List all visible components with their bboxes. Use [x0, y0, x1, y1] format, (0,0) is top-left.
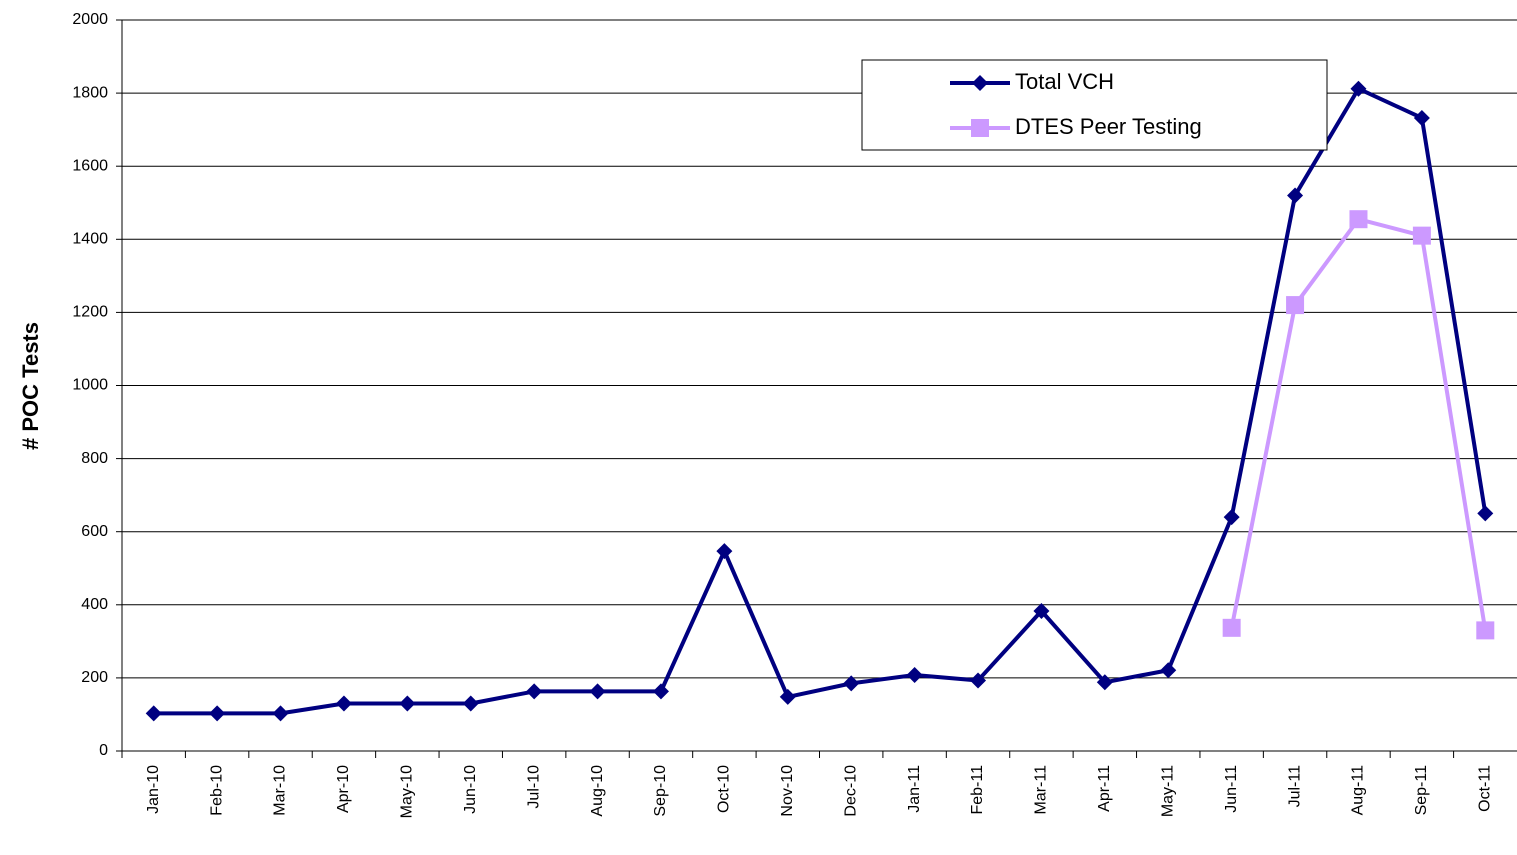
y-tick-label: 800	[81, 450, 108, 467]
x-tick-label: Feb-10	[208, 765, 225, 816]
point	[652, 683, 669, 700]
x-tick-label: Sep-11	[1413, 765, 1430, 816]
legend	[861, 59, 1328, 151]
x-tick-label: Jul-10	[525, 765, 542, 809]
x-tick-label: Dec-10	[842, 765, 859, 817]
x-tick-label: Apr-11	[1096, 765, 1113, 812]
point	[1286, 296, 1305, 315]
point	[1350, 80, 1367, 97]
point	[1413, 109, 1430, 126]
point	[145, 705, 162, 722]
point	[589, 683, 606, 700]
x-tick-label: Mar-11	[1033, 765, 1050, 815]
point	[1476, 621, 1495, 640]
legend-marker	[971, 119, 989, 137]
point	[1222, 618, 1241, 637]
point	[1096, 674, 1113, 691]
y-tick-label: 1800	[72, 84, 108, 101]
point	[906, 666, 923, 683]
point	[1033, 603, 1050, 620]
y-axis-title: # POC Tests	[18, 322, 43, 450]
legend-marker	[972, 75, 988, 91]
x-tick-label: Sep-10	[652, 765, 669, 817]
point	[716, 543, 733, 560]
point	[462, 695, 479, 712]
x-tick-label: Oct-10	[716, 765, 733, 813]
x-tick-label: Mar-10	[272, 765, 289, 816]
x-tick-label: Nov-10	[779, 765, 796, 817]
x-tick-label: Feb-11	[969, 765, 986, 815]
point	[272, 705, 289, 722]
x-tick-label: Oct-11	[1477, 765, 1494, 812]
point	[843, 675, 860, 692]
point	[1412, 226, 1431, 245]
x-tick-label: Jun-11	[1223, 765, 1240, 813]
y-tick-label: 1200	[72, 304, 108, 321]
point	[399, 695, 416, 712]
point	[970, 672, 987, 689]
x-tick-label: Jan-11	[906, 765, 923, 813]
y-tick-label: 2000	[72, 11, 108, 28]
legend-label: DTES Peer Testing	[1015, 114, 1202, 139]
x-tick-label: May-10	[399, 765, 416, 818]
point	[1223, 509, 1240, 526]
series-line	[153, 86, 1488, 716]
y-tick-label: 200	[81, 669, 108, 686]
point	[526, 683, 543, 700]
x-tick-label: Jul-11	[1286, 765, 1303, 807]
point	[209, 705, 226, 722]
x-tick-label: Apr-10	[335, 765, 352, 813]
point	[1477, 505, 1494, 522]
x-tick-label: Aug-10	[589, 765, 606, 817]
x-tick-label: May-11	[1159, 765, 1176, 817]
y-tick-label: 400	[81, 596, 108, 613]
point	[1287, 187, 1304, 204]
y-tick-label: 600	[81, 523, 108, 540]
x-tick-label: Jun-10	[462, 765, 479, 814]
y-tick-label: 0	[99, 742, 108, 759]
x-tick-label: Aug-11	[1350, 765, 1367, 816]
point	[779, 688, 796, 705]
point	[1349, 210, 1368, 229]
x-tick-label: Jan-10	[145, 765, 162, 814]
y-tick-label: 1400	[72, 231, 108, 248]
y-tick-label: 1000	[72, 377, 108, 394]
point	[335, 695, 352, 712]
legend-label: Total VCH	[1015, 69, 1114, 94]
y-tick-label: 1600	[72, 157, 108, 174]
point	[1160, 662, 1177, 679]
